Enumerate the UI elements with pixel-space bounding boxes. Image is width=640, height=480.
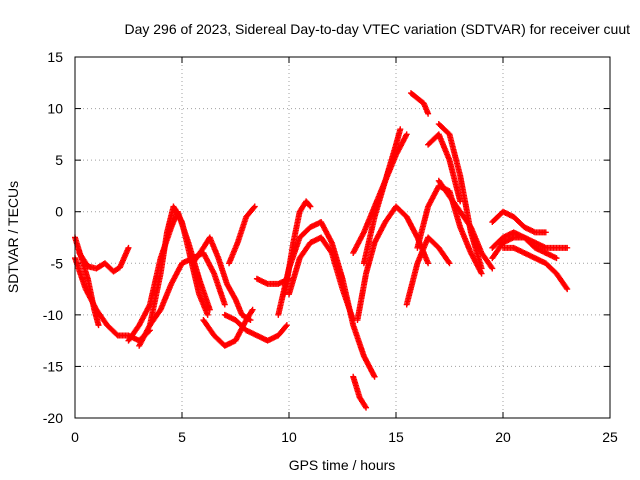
series-arc-15 — [350, 373, 370, 411]
data-point — [564, 244, 571, 251]
data-point — [553, 255, 560, 262]
data-point — [306, 202, 313, 209]
x-tick-label: 10 — [281, 429, 297, 445]
y-tick-label: 10 — [47, 101, 63, 117]
data-point — [478, 270, 485, 277]
data-point — [95, 322, 102, 329]
y-tick-label: 0 — [55, 204, 63, 220]
data-point — [204, 311, 211, 318]
y-tick-label: 15 — [47, 49, 63, 65]
x-tick-label: 0 — [71, 429, 79, 445]
x-axis-label: GPS time / hours — [289, 457, 396, 473]
data-point — [397, 126, 404, 133]
y-tick-label: -20 — [43, 410, 63, 426]
series-arc-5 — [125, 208, 213, 344]
series-arc-26 — [489, 229, 571, 251]
data-point — [446, 260, 453, 267]
series-arc-20 — [425, 131, 464, 205]
data-point — [403, 131, 410, 138]
y-tick-label: -5 — [51, 255, 64, 271]
y-tick-label: -10 — [43, 307, 63, 323]
data-point — [250, 204, 257, 211]
series-arc-24 — [403, 234, 453, 308]
series-arc-9 — [226, 203, 258, 267]
data-point — [363, 404, 370, 411]
data-point — [125, 244, 132, 251]
x-tick-label: 20 — [495, 429, 511, 445]
data-point — [445, 258, 452, 265]
data-point — [206, 306, 213, 313]
data-point — [246, 316, 253, 323]
data-point — [248, 307, 255, 314]
data-point — [563, 284, 570, 291]
data-point — [564, 286, 571, 293]
data-point — [283, 322, 290, 329]
data-point — [249, 306, 256, 313]
data-point — [425, 110, 432, 117]
data-point — [221, 301, 228, 308]
series-arc-10 — [221, 311, 290, 344]
data-point — [489, 265, 496, 272]
data-point — [362, 403, 369, 410]
x-tick-label: 25 — [602, 429, 618, 445]
data-point — [251, 203, 258, 210]
data-point — [488, 264, 495, 271]
data-point — [542, 229, 549, 236]
series-arc-8 — [189, 234, 254, 324]
chart-title: Day 296 of 2023, Sidereal Day-to-day VTE… — [124, 21, 630, 37]
series-arc-13 — [286, 234, 357, 324]
series-arc-23 — [414, 182, 485, 277]
tick-labels: 0 5 10 15 20 25 -20 -15 -10 -5 0 5 10 15 — [43, 49, 618, 445]
y-tick-label: 5 — [55, 152, 63, 168]
y-tick-label: -15 — [43, 358, 63, 374]
x-tick-label: 5 — [178, 429, 186, 445]
series-arc-2 — [76, 244, 132, 275]
y-axis-label: SDTVAR / TECUs — [5, 181, 21, 293]
data-points — [72, 90, 571, 411]
data-point — [247, 317, 254, 324]
data-point — [425, 260, 432, 267]
series-arc-18 — [360, 126, 404, 267]
series-arc-28 — [500, 244, 571, 293]
series-arc-25 — [489, 208, 549, 236]
data-point — [307, 203, 314, 210]
series-arc-19 — [407, 90, 432, 117]
x-tick-label: 15 — [388, 429, 404, 445]
data-point — [282, 323, 289, 330]
data-point — [371, 373, 378, 380]
plot-frame — [74, 56, 611, 419]
series-arc-14 — [281, 198, 314, 298]
